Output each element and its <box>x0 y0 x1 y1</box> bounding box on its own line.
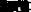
Bar <box>4 8 5 12</box>
Bar <box>17 3 18 6</box>
Bar <box>23 3 24 9</box>
Bar <box>10 4 11 12</box>
Text: (a): (a) <box>0 2 14 12</box>
Legend: p-CNT/cement before drying, p-CNT/cement after drying, n-CNT/cement before dryin: p-CNT/cement before drying, p-CNT/cement… <box>25 0 31 3</box>
Bar <box>21 3 22 4</box>
Bar <box>24 3 25 10</box>
Bar <box>23 3 24 7</box>
Bar <box>11 3 12 12</box>
Bar <box>27 3 28 7</box>
Bar <box>5 8 6 12</box>
Legend: p-CNT/cement before drying, p-CNT/cement after drying, p-CNT/cement before dryin: p-CNT/cement before drying, p-CNT/cement… <box>12 9 31 12</box>
Text: (b): (b) <box>0 2 28 12</box>
Bar <box>10 4 11 12</box>
Bar <box>4 8 5 12</box>
